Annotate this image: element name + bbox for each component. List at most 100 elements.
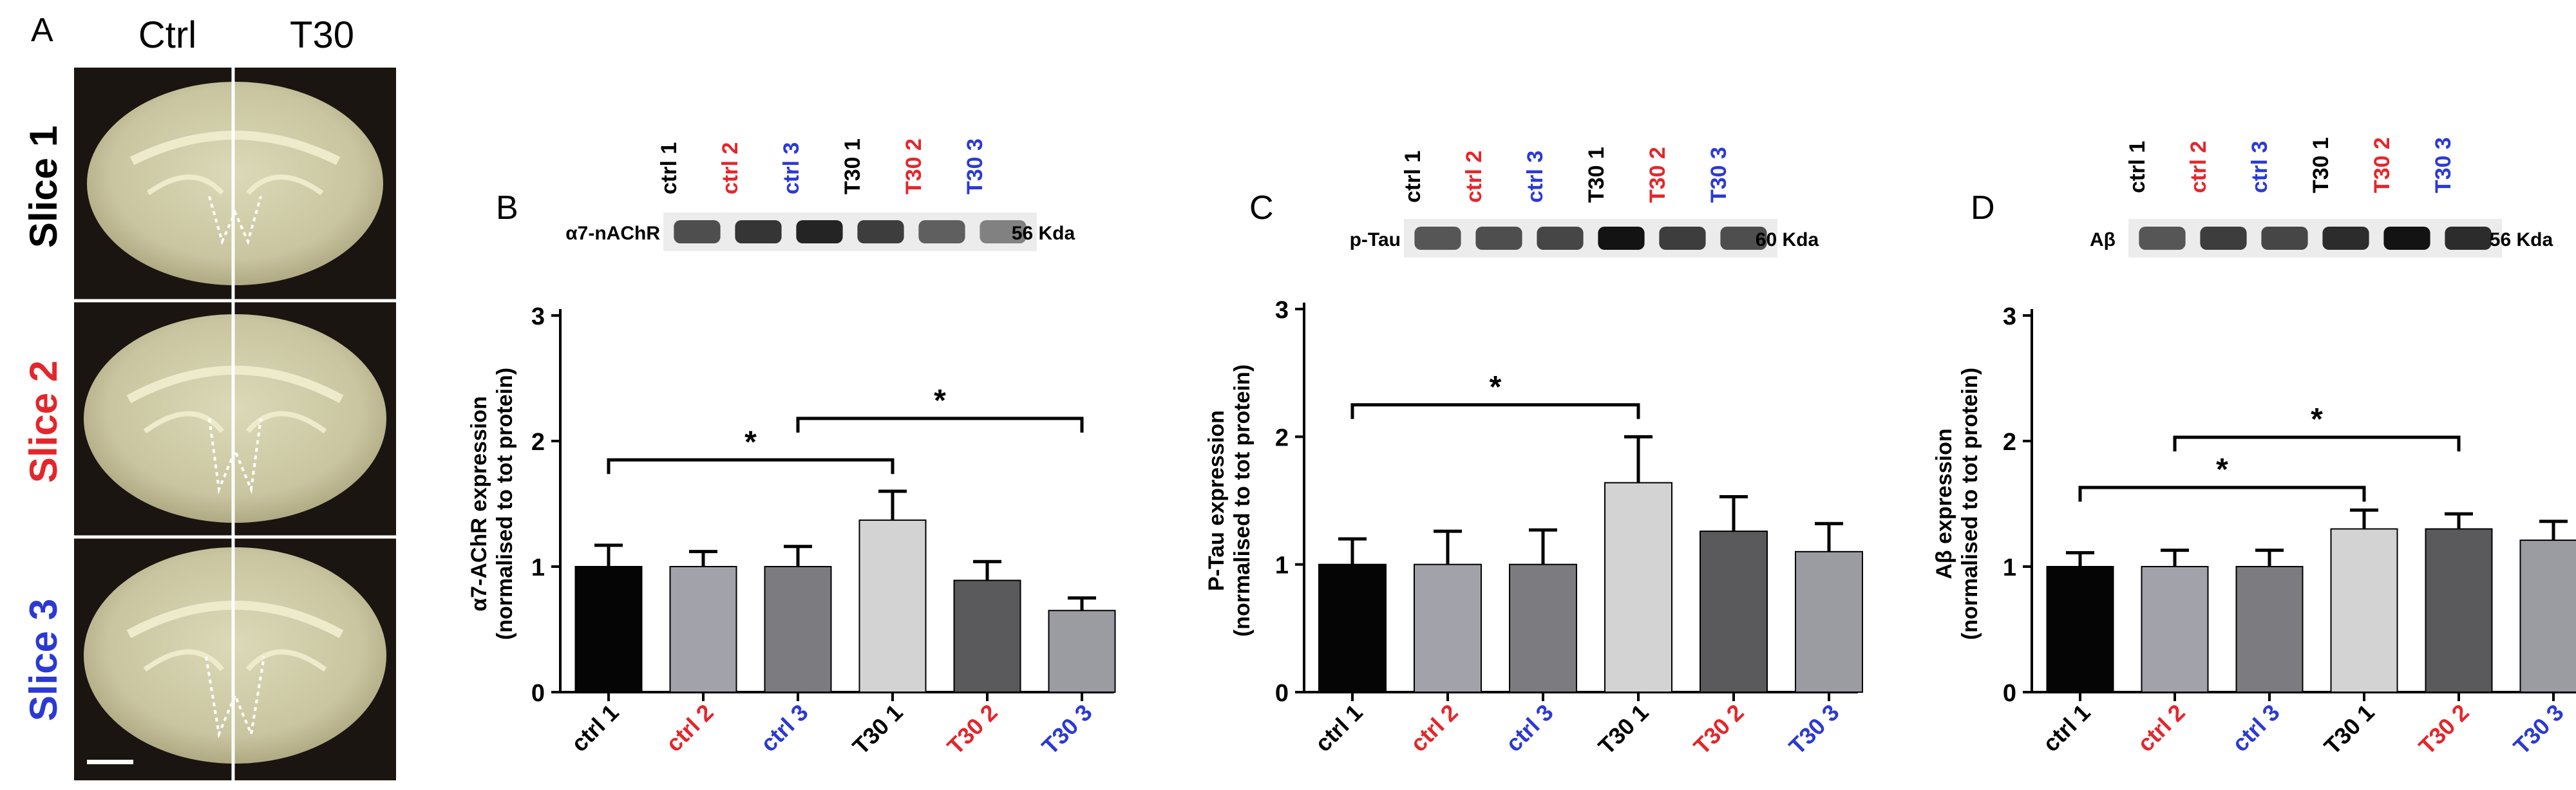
blot-band bbox=[1659, 227, 1706, 250]
bar bbox=[1509, 563, 1577, 693]
x-tick-label: ctrl 2 bbox=[1405, 699, 1463, 757]
x-tick-label: ctrl 1 bbox=[2038, 699, 2096, 757]
bar bbox=[574, 566, 643, 693]
x-tick-label: T30 2 bbox=[1689, 699, 1749, 760]
column-label-ctrl: Ctrl bbox=[138, 14, 196, 56]
column-label-t30: T30 bbox=[290, 14, 354, 56]
bar bbox=[2046, 566, 2114, 693]
bar bbox=[858, 519, 927, 693]
x-tick-label: T30 3 bbox=[2508, 699, 2569, 760]
y-tick-label: 0 bbox=[531, 680, 545, 707]
blot-lane-label: T30 1 bbox=[1584, 147, 1609, 203]
blot-band bbox=[796, 220, 843, 243]
blot-lane-label: ctrl 1 bbox=[1401, 151, 1425, 203]
x-tick-label: T30 1 bbox=[1593, 699, 1654, 760]
significance-bracket bbox=[1350, 403, 1640, 419]
y-tick-label: 1 bbox=[2003, 554, 2016, 581]
bar bbox=[2330, 528, 2398, 693]
y-axis-label-sub: (normalised to tot protein) bbox=[493, 368, 517, 640]
x-tick-label: ctrl 3 bbox=[2227, 699, 2285, 757]
blot-band bbox=[857, 220, 904, 243]
blot-lane-label: T30 3 bbox=[2431, 137, 2456, 193]
blot-band bbox=[2200, 227, 2247, 250]
blot-lane-label: ctrl 2 bbox=[2186, 141, 2211, 193]
slice-label-1: Slice 1 bbox=[22, 126, 65, 248]
blot-band bbox=[2139, 227, 2186, 250]
significance-star: * bbox=[1490, 370, 1502, 404]
blot-lane-label: T30 3 bbox=[1707, 147, 1731, 203]
blot-protein-label: Aβ bbox=[2090, 229, 2116, 250]
significance-bracket bbox=[796, 417, 1084, 433]
bar bbox=[1414, 563, 1482, 693]
y-tick-label: 2 bbox=[2003, 429, 2016, 456]
significance-bracket bbox=[2078, 485, 2366, 502]
blot-band bbox=[2445, 227, 2492, 250]
y-tick-label: 2 bbox=[531, 429, 545, 456]
blot-band bbox=[735, 220, 782, 243]
blot-lane-label: T30 1 bbox=[2309, 137, 2333, 193]
blot-lane-label: T30 2 bbox=[2370, 137, 2394, 193]
bar bbox=[2425, 528, 2493, 693]
bar bbox=[1318, 563, 1387, 693]
significance-bracket bbox=[607, 458, 895, 475]
blot-lane-label: ctrl 1 bbox=[2125, 141, 2150, 193]
blot-protein-label: α7-nAChR bbox=[565, 223, 660, 244]
y-tick-label: 0 bbox=[1275, 680, 1289, 707]
x-tick-label: T30 2 bbox=[942, 699, 1003, 760]
y-tick-label: 3 bbox=[2003, 303, 2016, 330]
y-axis-label-sub: (normalised to tot protein) bbox=[1958, 368, 1982, 640]
bar bbox=[2141, 566, 2209, 693]
bar bbox=[2235, 566, 2304, 693]
blot-band bbox=[2261, 227, 2308, 250]
blot-band bbox=[674, 220, 721, 243]
blot-kda-label: 60 Kda bbox=[1756, 229, 1819, 250]
x-tick-label: T30 1 bbox=[2319, 699, 2380, 760]
blot-lane-label: ctrl 2 bbox=[718, 142, 743, 194]
y-axis-label-sub: (normalised to tot protein) bbox=[1230, 364, 1255, 637]
blot-background bbox=[2128, 219, 2502, 258]
significance-bracket bbox=[2173, 435, 2461, 452]
significance-star: * bbox=[2216, 453, 2228, 487]
panel-a: A Ctrl T30 bbox=[22, 12, 396, 782]
y-tick-label: 3 bbox=[531, 303, 545, 330]
blot-lane-label: ctrl 3 bbox=[1523, 151, 1548, 203]
blot-band bbox=[1475, 227, 1522, 250]
y-axis-label: P-Tau expression bbox=[1204, 410, 1229, 591]
slice-label-3: Slice 3 bbox=[22, 599, 65, 721]
blot-lane-label: ctrl 1 bbox=[657, 142, 681, 194]
blot-lane-label: ctrl 3 bbox=[779, 142, 804, 194]
blot-band bbox=[1537, 227, 1584, 250]
scale-bar bbox=[87, 760, 133, 764]
panel-letter: B bbox=[496, 189, 518, 227]
x-tick-label: T30 3 bbox=[1784, 699, 1844, 760]
bar bbox=[1700, 531, 1768, 693]
y-tick-label: 1 bbox=[531, 554, 545, 581]
blot-kda-label: 56 Kda bbox=[2490, 229, 2553, 250]
blot-protein-label: p-Tau bbox=[1350, 229, 1401, 250]
blot-band bbox=[1720, 227, 1767, 250]
y-axis-label: Aβ expression bbox=[1932, 428, 1956, 579]
bar bbox=[764, 566, 832, 693]
bar bbox=[2519, 540, 2576, 693]
bar bbox=[1048, 610, 1116, 693]
y-tick-label: 2 bbox=[1275, 424, 1289, 451]
significance-star: * bbox=[2311, 402, 2323, 437]
significance-star: * bbox=[744, 425, 757, 459]
blot-lane-label: T30 1 bbox=[840, 138, 865, 194]
blot-band bbox=[1414, 227, 1461, 250]
slice-label-2: Slice 2 bbox=[22, 361, 65, 483]
bar bbox=[1795, 550, 1863, 693]
blot-band bbox=[1598, 227, 1645, 250]
blot-lane-label: T30 2 bbox=[902, 138, 926, 194]
bar bbox=[1604, 482, 1672, 693]
x-tick-label: T30 1 bbox=[848, 699, 908, 760]
bar bbox=[669, 566, 737, 693]
brain-slice-image-1 bbox=[74, 68, 396, 301]
blot-kda-label: 56 Kda bbox=[1012, 223, 1075, 244]
y-axis-label: α7-AChR expression bbox=[467, 396, 491, 612]
